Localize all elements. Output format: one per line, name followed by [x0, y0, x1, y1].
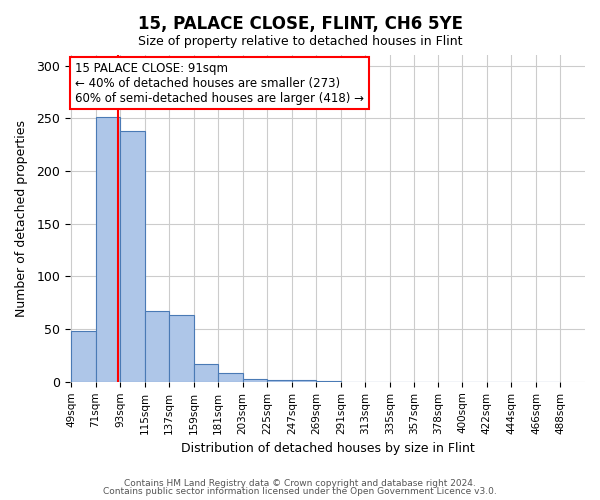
Y-axis label: Number of detached properties: Number of detached properties: [15, 120, 28, 317]
Text: 15, PALACE CLOSE, FLINT, CH6 5YE: 15, PALACE CLOSE, FLINT, CH6 5YE: [137, 15, 463, 33]
Text: Contains public sector information licensed under the Open Government Licence v3: Contains public sector information licen…: [103, 487, 497, 496]
Text: Contains HM Land Registry data © Crown copyright and database right 2024.: Contains HM Land Registry data © Crown c…: [124, 478, 476, 488]
Bar: [120, 131, 145, 382]
X-axis label: Distribution of detached houses by size in Flint: Distribution of detached houses by size …: [181, 442, 475, 455]
Bar: [292, 380, 316, 382]
Bar: [169, 316, 194, 382]
Bar: [71, 331, 95, 382]
Bar: [145, 311, 169, 382]
Text: 15 PALACE CLOSE: 91sqm
← 40% of detached houses are smaller (273)
60% of semi-de: 15 PALACE CLOSE: 91sqm ← 40% of detached…: [75, 62, 364, 104]
Bar: [95, 117, 120, 382]
Bar: [267, 380, 292, 382]
Text: Size of property relative to detached houses in Flint: Size of property relative to detached ho…: [138, 35, 462, 48]
Bar: [316, 381, 341, 382]
Bar: [243, 378, 267, 382]
Bar: [194, 364, 218, 382]
Bar: [218, 374, 243, 382]
